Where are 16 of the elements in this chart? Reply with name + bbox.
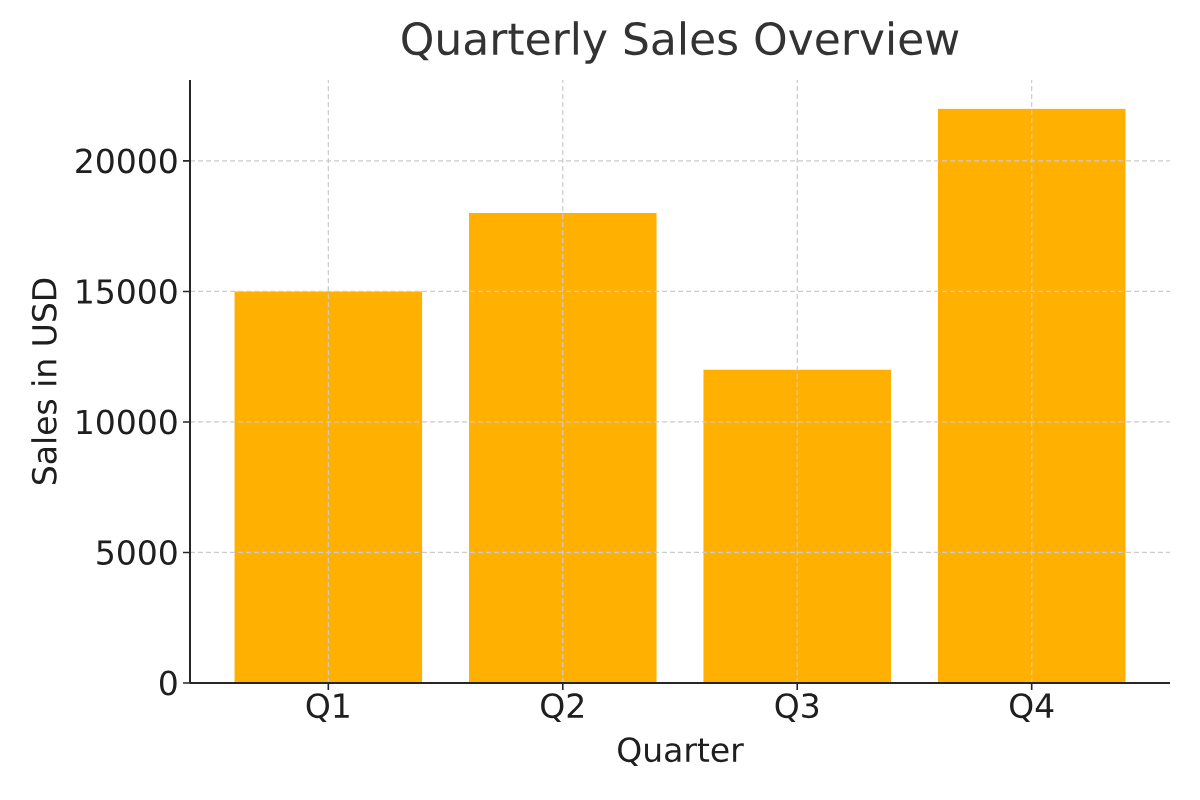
y-tick-label: 20000 bbox=[76, 148, 177, 174]
y-tick-label: 0 bbox=[159, 670, 177, 696]
y-tick-label: 10000 bbox=[77, 409, 177, 435]
bar bbox=[469, 213, 657, 683]
bar bbox=[937, 108, 1126, 683]
x-tick-label: Q2 bbox=[541, 693, 583, 722]
y-tick-label: 15000 bbox=[77, 278, 177, 304]
y-axis-title: Sales in USD bbox=[31, 278, 57, 485]
x-axis-title: Quarter bbox=[618, 737, 744, 766]
x-tick-label: Q3 bbox=[775, 693, 819, 722]
chart-title: Quarterly Sales Overview bbox=[402, 21, 959, 64]
x-tick-label: Q4 bbox=[1010, 693, 1054, 722]
bar bbox=[234, 291, 423, 683]
bar bbox=[703, 369, 892, 683]
x-tick-label: Q1 bbox=[306, 693, 349, 722]
y-tick-label: 5000 bbox=[97, 539, 177, 565]
